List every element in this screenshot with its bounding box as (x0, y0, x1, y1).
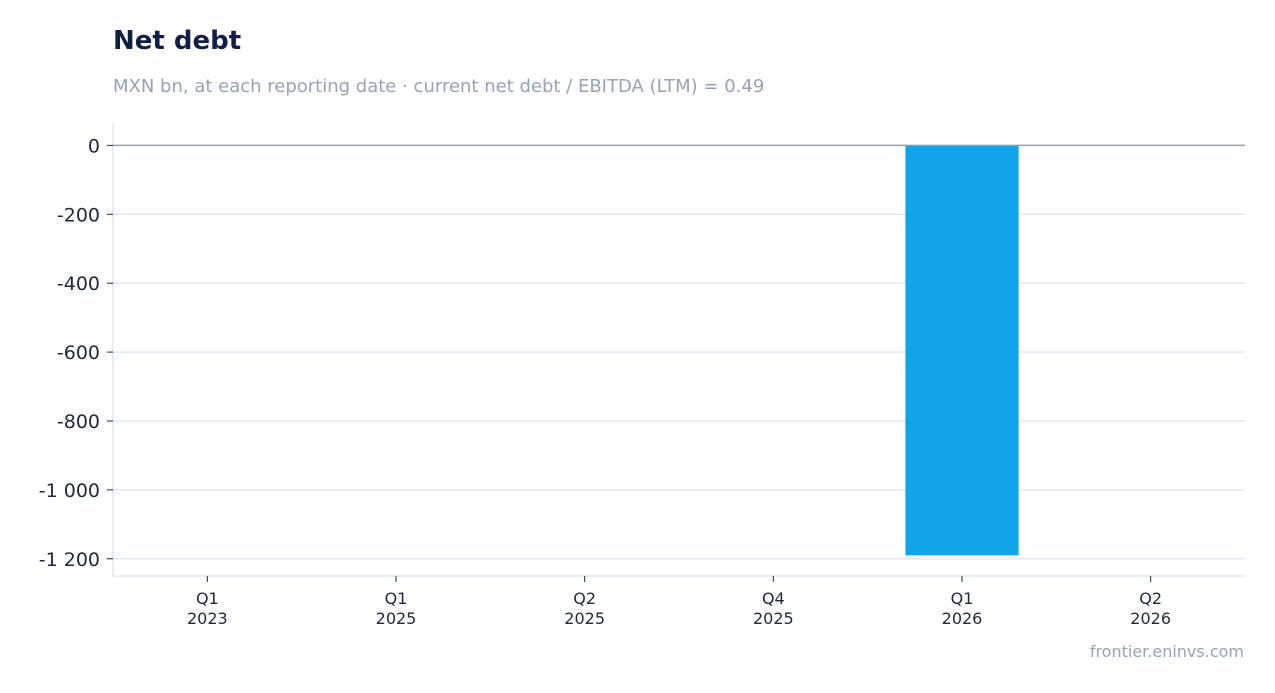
x-tick-label: Q4 2025 (753, 589, 794, 628)
bar (905, 145, 1019, 556)
source-watermark: frontier.eninvs.com (1089, 642, 1244, 661)
x-axis-ticks: Q1 2023 Q1 2025 Q2 2025 Q4 2025 Q1 2026 Q2 2026 (187, 576, 1171, 628)
y-tick-label: -1 200 (39, 549, 100, 571)
y-tick-label: -800 (57, 411, 100, 433)
y-tick-label: -400 (57, 273, 100, 295)
bars (905, 145, 1019, 556)
x-tick-label: Q1 2023 (187, 589, 228, 628)
x-tick-label: Q1 2025 (376, 589, 417, 628)
x-tick-label: Q2 2026 (1130, 589, 1171, 628)
y-tick-label: -600 (57, 342, 100, 364)
y-axis-ticks: 0 -200 -400 -600 -800 -1 000 -1 200 (39, 135, 113, 571)
chart-subtitle: MXN bn, at each reporting date · current… (113, 76, 765, 97)
y-tick-label: 0 (88, 135, 100, 157)
y-tick-label: -1 000 (39, 480, 100, 502)
gridlines (113, 213, 1245, 560)
x-tick-label: Q2 2025 (564, 589, 605, 628)
axes (112, 123, 1245, 577)
x-tick-label: Q1 2026 (942, 589, 983, 628)
chart-title: Net debt (113, 26, 242, 56)
y-tick-label: -200 (57, 204, 100, 226)
